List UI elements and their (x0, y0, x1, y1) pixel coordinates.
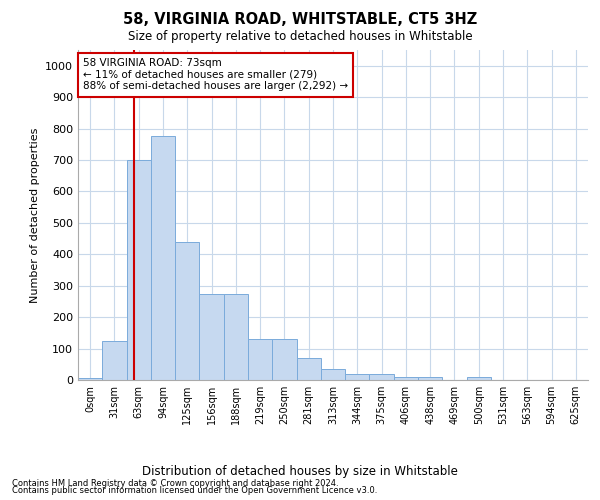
Y-axis label: Number of detached properties: Number of detached properties (29, 128, 40, 302)
Bar (175, 242, 199, 380)
Bar (102, 340, 127, 380)
Text: Size of property relative to detached houses in Whitstable: Size of property relative to detached ho… (128, 30, 472, 43)
Bar (199, 294, 224, 380)
Text: 58 VIRGINIA ROAD: 73sqm
← 11% of detached houses are smaller (279)
88% of semi-d: 58 VIRGINIA ROAD: 73sqm ← 11% of detache… (83, 58, 348, 92)
Bar (78, 378, 102, 380)
Text: 58, VIRGINIA ROAD, WHITSTABLE, CT5 3HZ: 58, VIRGINIA ROAD, WHITSTABLE, CT5 3HZ (123, 12, 477, 28)
Bar (224, 294, 248, 380)
Bar (248, 339, 272, 380)
Bar (321, 369, 345, 380)
Text: Contains public sector information licensed under the Open Government Licence v3: Contains public sector information licen… (12, 486, 377, 495)
Bar (272, 339, 296, 380)
Bar (418, 377, 442, 380)
Bar (296, 358, 321, 380)
Bar (467, 378, 491, 380)
Bar (151, 136, 175, 380)
Bar (127, 160, 151, 380)
Text: Contains HM Land Registry data © Crown copyright and database right 2024.: Contains HM Land Registry data © Crown c… (12, 478, 338, 488)
Bar (394, 377, 418, 380)
Bar (370, 374, 394, 380)
Bar (345, 374, 370, 380)
Text: Distribution of detached houses by size in Whitstable: Distribution of detached houses by size … (142, 465, 458, 478)
